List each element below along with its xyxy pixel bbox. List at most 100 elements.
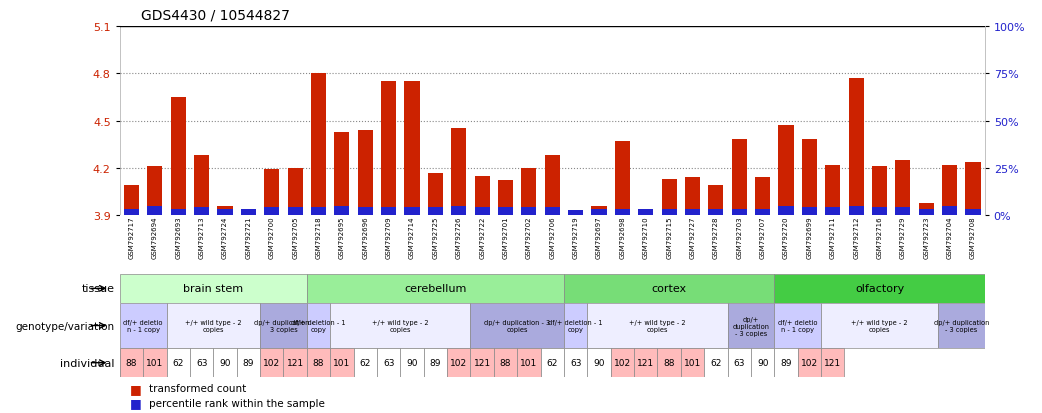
Bar: [588, 348, 611, 377]
Bar: [564, 274, 774, 303]
Bar: [872, 167, 887, 216]
Text: GSM792727: GSM792727: [690, 216, 695, 258]
Bar: [171, 97, 185, 216]
Text: GSM792701: GSM792701: [502, 216, 508, 258]
Bar: [190, 348, 214, 377]
Bar: [848, 206, 864, 216]
Bar: [635, 348, 658, 377]
Bar: [120, 274, 306, 303]
Bar: [821, 348, 844, 377]
Bar: [194, 208, 209, 216]
Bar: [825, 165, 840, 216]
Text: GSM792705: GSM792705: [292, 216, 298, 258]
Bar: [727, 303, 774, 348]
Text: df/+ deletio
n - 1 copy: df/+ deletio n - 1 copy: [123, 319, 163, 332]
Bar: [451, 206, 467, 216]
Text: GSM792722: GSM792722: [479, 216, 486, 258]
Bar: [381, 208, 396, 216]
Bar: [381, 82, 396, 216]
Bar: [330, 348, 353, 377]
Text: 102: 102: [450, 358, 467, 367]
Text: ■: ■: [130, 382, 142, 395]
Text: +/+ wild type - 2
copies: +/+ wild type - 2 copies: [629, 319, 686, 332]
Bar: [237, 348, 260, 377]
Bar: [709, 209, 723, 216]
Bar: [311, 208, 326, 216]
Text: transformed count: transformed count: [149, 383, 246, 394]
Bar: [825, 208, 840, 216]
Bar: [709, 186, 723, 216]
Text: 90: 90: [593, 358, 604, 367]
Bar: [638, 209, 653, 216]
Bar: [428, 208, 443, 216]
Bar: [167, 348, 190, 377]
Text: GSM792717: GSM792717: [128, 216, 134, 258]
Bar: [260, 348, 283, 377]
Bar: [798, 348, 821, 377]
Bar: [774, 274, 985, 303]
Bar: [568, 211, 584, 216]
Bar: [470, 348, 494, 377]
Text: GSM792729: GSM792729: [900, 216, 905, 258]
Bar: [615, 209, 630, 216]
Bar: [120, 348, 143, 377]
Text: 88: 88: [313, 358, 324, 367]
Bar: [214, 348, 237, 377]
Bar: [241, 209, 256, 216]
Bar: [451, 129, 467, 216]
Bar: [662, 179, 676, 216]
Bar: [330, 303, 470, 348]
Bar: [265, 208, 279, 216]
Bar: [167, 303, 260, 348]
Text: 62: 62: [173, 358, 184, 367]
Text: 62: 62: [359, 358, 371, 367]
Bar: [611, 348, 635, 377]
Text: 101: 101: [146, 358, 164, 367]
Bar: [592, 206, 606, 216]
Text: GSM792698: GSM792698: [619, 216, 625, 258]
Bar: [942, 165, 958, 216]
Text: 89: 89: [780, 358, 792, 367]
Text: GSM792719: GSM792719: [573, 216, 578, 258]
Text: ■: ■: [130, 396, 142, 409]
Bar: [306, 348, 330, 377]
Bar: [306, 303, 330, 348]
Text: GSM792709: GSM792709: [386, 216, 392, 258]
Bar: [498, 181, 513, 216]
Bar: [124, 186, 140, 216]
Bar: [755, 178, 770, 216]
Bar: [306, 274, 564, 303]
Bar: [704, 348, 727, 377]
Bar: [377, 348, 400, 377]
Bar: [821, 303, 938, 348]
Bar: [895, 208, 911, 216]
Bar: [494, 348, 517, 377]
Bar: [801, 208, 817, 216]
Bar: [938, 303, 985, 348]
Text: 102: 102: [614, 358, 631, 367]
Text: individual: individual: [60, 358, 115, 368]
Bar: [498, 208, 513, 216]
Text: 89: 89: [429, 358, 441, 367]
Text: 88: 88: [126, 358, 138, 367]
Bar: [124, 209, 140, 216]
Bar: [680, 348, 704, 377]
Text: df/+ deletio
n - 1 copy: df/+ deletio n - 1 copy: [778, 319, 817, 332]
Bar: [171, 209, 185, 216]
Text: olfactory: olfactory: [854, 284, 904, 294]
Bar: [615, 142, 630, 216]
Text: df/+ deletion - 1
copy: df/+ deletion - 1 copy: [548, 319, 603, 332]
Text: 121: 121: [287, 358, 303, 367]
Bar: [541, 348, 564, 377]
Bar: [288, 169, 303, 216]
Bar: [545, 208, 560, 216]
Bar: [965, 162, 981, 216]
Bar: [774, 348, 798, 377]
Bar: [353, 348, 377, 377]
Bar: [638, 211, 653, 216]
Bar: [517, 348, 541, 377]
Text: 101: 101: [684, 358, 701, 367]
Bar: [731, 209, 747, 216]
Text: GSM792718: GSM792718: [316, 216, 322, 258]
Text: 63: 63: [382, 358, 394, 367]
